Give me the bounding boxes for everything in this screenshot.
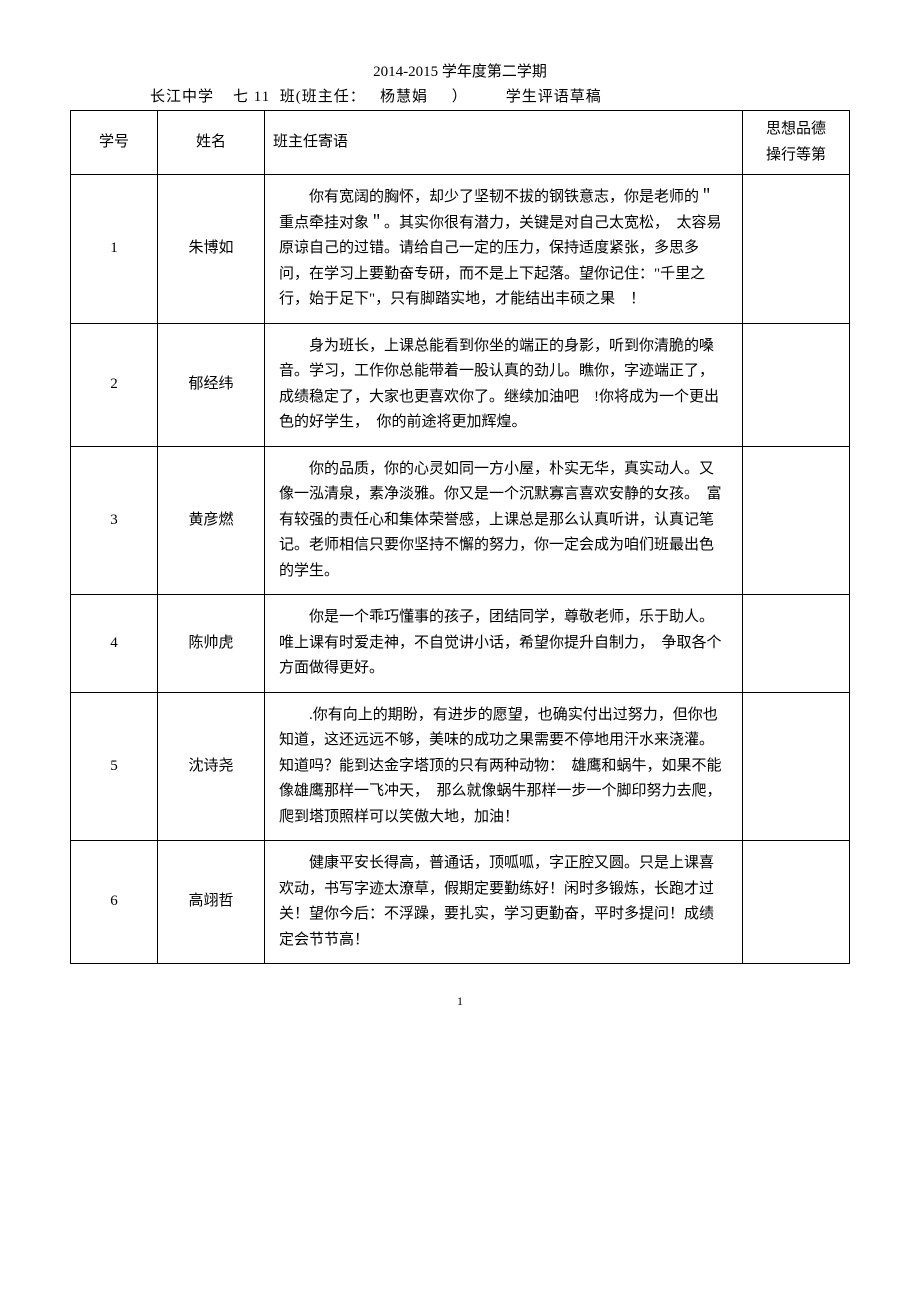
student-comments-table: 学号 姓名 班主任寄语 思想品德 操行等第 1朱博如你有宽阔的胸怀，却少了坚韧不… xyxy=(70,110,850,964)
table-row: 4陈帅虎你是一个乖巧懂事的孩子，团结同学，尊敬老师，乐于助人。唯上课有时爱走神，… xyxy=(71,595,850,693)
col-header-name: 姓名 xyxy=(158,111,265,175)
cell-student-name: 陈帅虎 xyxy=(158,595,265,693)
school-name: 长江中学 xyxy=(150,89,214,105)
cell-moral-grade xyxy=(743,841,850,964)
class-suffix: 班(班主任： xyxy=(280,89,366,105)
cell-student-name: 高翊哲 xyxy=(158,841,265,964)
cell-student-name: 郁经纬 xyxy=(158,323,265,446)
table-row: 3黄彦燃你的品质，你的心灵如同一方小屋，朴实无华，真实动人。又像一泓清泉，素净淡… xyxy=(71,446,850,595)
class-number: 11 xyxy=(254,89,270,105)
cell-student-name: 沈诗尧 xyxy=(158,692,265,841)
cell-student-id: 2 xyxy=(71,323,158,446)
cell-student-id: 4 xyxy=(71,595,158,693)
cell-moral-grade xyxy=(743,446,850,595)
cell-teacher-comment: 你有宽阔的胸怀，却少了坚韧不拔的钢铁意志，你是老师的＂重点牵挂对象＂。其实你很有… xyxy=(265,175,743,324)
cell-moral-grade xyxy=(743,692,850,841)
cell-moral-grade xyxy=(743,323,850,446)
cell-teacher-comment: .你有向上的期盼，有进步的愿望，也确实付出过努力，但你也知道，这还远远不够，美味… xyxy=(265,692,743,841)
cell-teacher-comment: 你的品质，你的心灵如同一方小屋，朴实无华，真实动人。又像一泓清泉，素净淡雅。你又… xyxy=(265,446,743,595)
cell-student-name: 黄彦燃 xyxy=(158,446,265,595)
cell-student-id: 1 xyxy=(71,175,158,324)
col-header-moral: 思想品德 操行等第 xyxy=(743,111,850,175)
table-row: 5沈诗尧.你有向上的期盼，有进步的愿望，也确实付出过努力，但你也知道，这还远远不… xyxy=(71,692,850,841)
cell-student-name: 朱博如 xyxy=(158,175,265,324)
moral-line2: 操行等第 xyxy=(766,147,826,163)
cell-teacher-comment: 健康平安长得高，普通话，顶呱呱，字正腔又圆。只是上课喜欢动，书写字迹太潦草，假期… xyxy=(265,841,743,964)
after-teacher: ） xyxy=(452,89,468,105)
cell-student-id: 3 xyxy=(71,446,158,595)
header-class-info: 长江中学 七 11 班(班主任： 杨慧娟 ） 学生评语草稿 xyxy=(70,85,850,106)
cell-student-id: 6 xyxy=(71,841,158,964)
header-semester: 2014-2015 学年度第二学期 xyxy=(70,60,850,81)
doc-type: 学生评语草稿 xyxy=(506,89,602,105)
col-header-id: 学号 xyxy=(71,111,158,175)
cell-moral-grade xyxy=(743,595,850,693)
class-prefix: 七 xyxy=(233,89,249,105)
col-header-comment: 班主任寄语 xyxy=(265,111,743,175)
cell-teacher-comment: 身为班长，上课总能看到你坐的端正的身影，听到你清脆的嗓音。学习，工作你总能带着一… xyxy=(265,323,743,446)
cell-student-id: 5 xyxy=(71,692,158,841)
teacher-name: 杨慧娟 xyxy=(380,89,428,105)
moral-line1: 思想品德 xyxy=(766,121,826,137)
table-header-row: 学号 姓名 班主任寄语 思想品德 操行等第 xyxy=(71,111,850,175)
table-row: 2郁经纬身为班长，上课总能看到你坐的端正的身影，听到你清脆的嗓音。学习，工作你总… xyxy=(71,323,850,446)
cell-teacher-comment: 你是一个乖巧懂事的孩子，团结同学，尊敬老师，乐于助人。唯上课有时爱走神，不自觉讲… xyxy=(265,595,743,693)
table-row: 6高翊哲健康平安长得高，普通话，顶呱呱，字正腔又圆。只是上课喜欢动，书写字迹太潦… xyxy=(71,841,850,964)
table-row: 1朱博如你有宽阔的胸怀，却少了坚韧不拔的钢铁意志，你是老师的＂重点牵挂对象＂。其… xyxy=(71,175,850,324)
page-number: 1 xyxy=(70,994,850,1009)
cell-moral-grade xyxy=(743,175,850,324)
